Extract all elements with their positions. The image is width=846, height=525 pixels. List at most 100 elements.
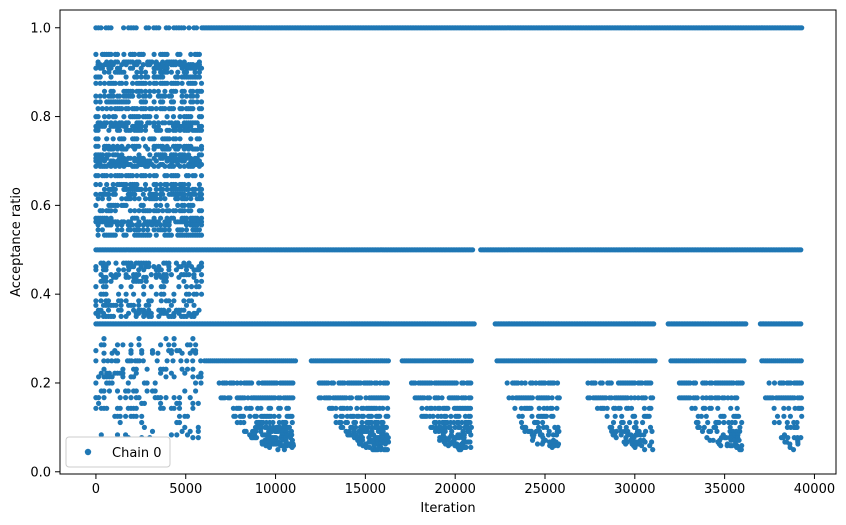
data-point [144,366,150,372]
data-point [188,208,194,214]
data-point [198,123,205,129]
data-point [702,405,708,411]
data-point [799,413,805,419]
data-point [270,419,276,426]
data-point [173,208,179,214]
data-point [133,313,139,319]
data-point [198,380,204,386]
data-point [103,267,109,273]
data-point [253,435,260,441]
data-point [461,380,467,386]
data-point [114,222,121,228]
data-point [195,400,201,406]
data-point [787,413,794,419]
data-point [103,274,109,280]
data-point [112,191,118,197]
data-point [125,99,131,105]
data-point [176,413,183,419]
data-point [196,227,202,233]
data-point [158,400,164,406]
data-point [120,374,126,380]
data-point [138,123,144,129]
data-point [144,380,150,386]
data-point [608,380,614,386]
x-tick-label: 20000 [435,482,476,497]
data-point [113,274,119,280]
data-point [443,413,449,419]
data-point [154,358,160,364]
data-point [147,114,153,120]
data-point [188,136,194,142]
data-point [179,65,185,71]
data-point [170,163,177,169]
data-point [371,443,377,449]
data-point [190,374,196,380]
data-point [635,395,641,401]
data-point [330,380,337,386]
data-point [117,413,123,419]
data-point [127,127,133,133]
data-point [550,413,556,419]
data-point [543,413,550,419]
data-points [93,25,805,453]
data-point [123,232,129,238]
data-point [147,173,153,179]
data-point [121,267,127,273]
data-point [163,395,169,401]
y-tick-label: 0.6 [30,199,51,214]
data-point [181,99,187,105]
data-point [108,25,114,31]
data-point [647,424,654,430]
data-point [186,186,192,192]
data-point [380,419,386,426]
data-point [170,358,176,364]
data-point [147,80,153,86]
data-point [142,99,149,105]
data-point [198,278,205,284]
data-point [106,370,112,376]
data-point [190,163,196,169]
data-point [119,227,125,233]
data-point [156,313,162,319]
data-point [188,114,194,120]
data-point [173,88,179,94]
data-point [171,313,177,319]
data-point [153,274,159,280]
data-point [133,25,139,31]
data-point [108,163,114,169]
data-point [174,432,180,438]
data-point [196,136,202,142]
data-point [127,155,133,161]
data-point [127,196,133,202]
data-point [786,405,792,411]
data-point [715,405,721,411]
data-point [171,342,177,348]
data-point [144,388,150,394]
data-point [461,435,467,441]
data-point [176,395,183,401]
data-point [149,106,155,112]
data-point [192,191,198,197]
data-point [151,123,157,129]
data-point [177,127,183,133]
data-point [98,298,104,304]
data-point [794,419,800,426]
x-tick-label: 25000 [524,482,565,497]
data-point [641,432,647,438]
data-point [241,419,247,426]
data-point [151,99,157,105]
data-point [536,405,542,411]
data-point [198,114,205,120]
data-point [127,227,133,233]
data-point [117,419,123,426]
data-point [153,80,159,86]
data-point [164,181,170,188]
data-point [198,222,205,228]
data-point [173,136,179,142]
data-point [179,350,185,356]
data-point [258,405,264,411]
data-point [132,191,138,197]
data-point [146,264,152,270]
data-point [286,424,292,430]
